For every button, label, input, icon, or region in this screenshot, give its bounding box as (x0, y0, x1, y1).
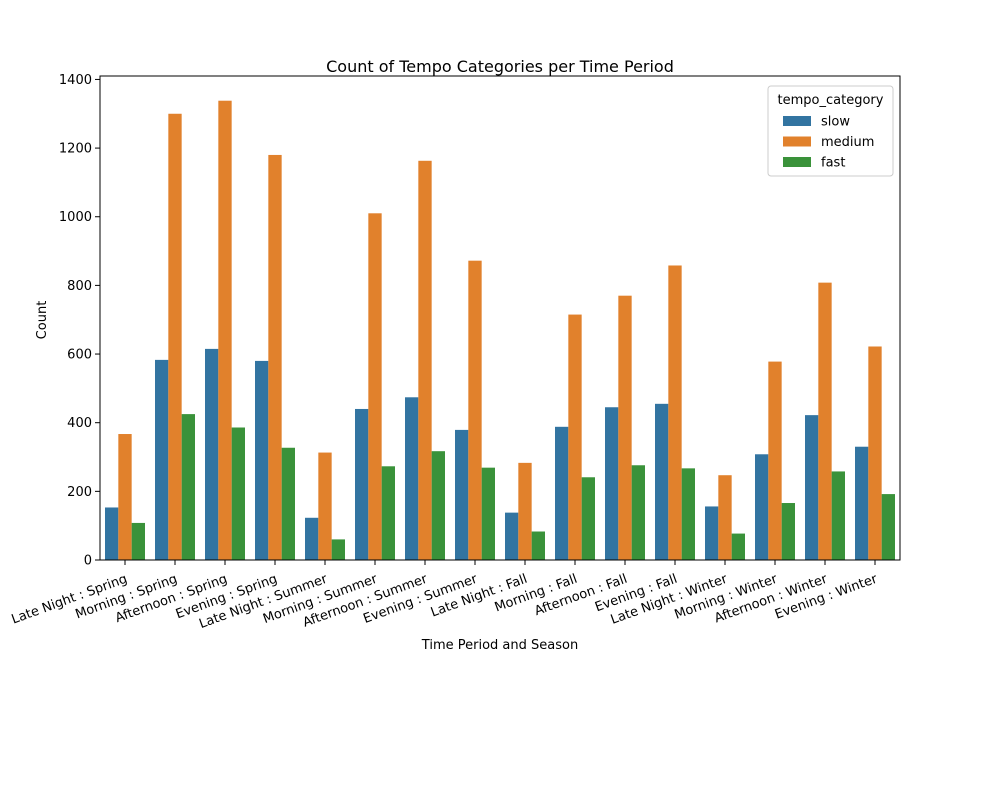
bar-slow (505, 512, 519, 560)
legend-label-medium: medium (821, 135, 874, 150)
bar-fast (831, 471, 845, 560)
bar-fast (231, 427, 245, 560)
bar-slow (155, 359, 169, 560)
bar-slow (855, 446, 869, 560)
y-tick-label: 1000 (59, 210, 92, 225)
bar-medium (518, 462, 532, 560)
legend-title: tempo_category (778, 93, 884, 108)
bar-slow (805, 415, 819, 560)
bar-slow (355, 408, 369, 560)
legend-swatch-fast (783, 157, 811, 167)
legend-label-fast: fast (821, 156, 845, 171)
bar-medium (118, 434, 132, 560)
bar-fast (431, 451, 445, 560)
y-tick-label: 800 (67, 279, 92, 294)
bar-medium (618, 295, 632, 560)
bar-medium (318, 452, 332, 560)
plot-frame (99, 75, 901, 561)
bar-slow (305, 517, 319, 560)
x-axis-label: Time Period and Season (421, 638, 578, 653)
bar-slow (555, 426, 569, 560)
y-tick-label: 1400 (59, 73, 92, 88)
bar-medium (568, 314, 582, 560)
bar-slow (255, 360, 269, 560)
y-tick-label: 600 (67, 348, 92, 363)
bar-medium (718, 475, 732, 560)
bar-medium (218, 100, 232, 561)
bar-fast (731, 533, 745, 560)
bar-slow (605, 407, 619, 560)
legend-swatch-slow (783, 116, 811, 126)
legend-box (767, 85, 894, 177)
y-axis-ticks: 0 200 400 600 800 1000 1200 1400 (59, 73, 100, 569)
bar-slow (205, 348, 219, 560)
bar-medium (668, 265, 682, 560)
chart-title: Count of Tempo Categories per Time Perio… (326, 57, 674, 76)
bars (105, 100, 895, 561)
bar-fast (881, 494, 895, 560)
bar-medium (368, 213, 382, 561)
bar-fast (331, 539, 345, 560)
bar-fast (281, 447, 295, 560)
bar-fast (181, 414, 195, 560)
y-tick-label: 0 (84, 554, 92, 569)
bar-fast (481, 467, 495, 560)
bar-medium (818, 282, 832, 560)
bar-slow (655, 403, 669, 560)
bar-medium (868, 346, 882, 560)
bar-slow (455, 429, 469, 560)
bar-slow (105, 507, 119, 560)
bar-fast (131, 522, 145, 560)
bar-slow (705, 506, 719, 560)
bar-slow (405, 397, 419, 560)
bar-fast (531, 531, 545, 560)
bar-medium (468, 260, 482, 560)
legend-swatch-medium (783, 136, 811, 147)
legend-label-slow: slow (821, 115, 850, 130)
bar-fast (381, 466, 395, 560)
bar-fast (681, 468, 695, 560)
bar-slow (755, 454, 769, 560)
y-tick-label: 200 (67, 485, 92, 500)
bar-medium (168, 113, 182, 560)
y-axis-label: Count (35, 301, 50, 340)
bar-medium (768, 361, 782, 560)
bar-fast (781, 503, 795, 560)
y-tick-label: 400 (67, 416, 92, 431)
bar-fast (631, 465, 645, 560)
y-tick-label: 1200 (59, 142, 92, 157)
bar-fast (581, 477, 595, 560)
bar-medium (268, 154, 282, 560)
bar-medium (418, 160, 432, 561)
